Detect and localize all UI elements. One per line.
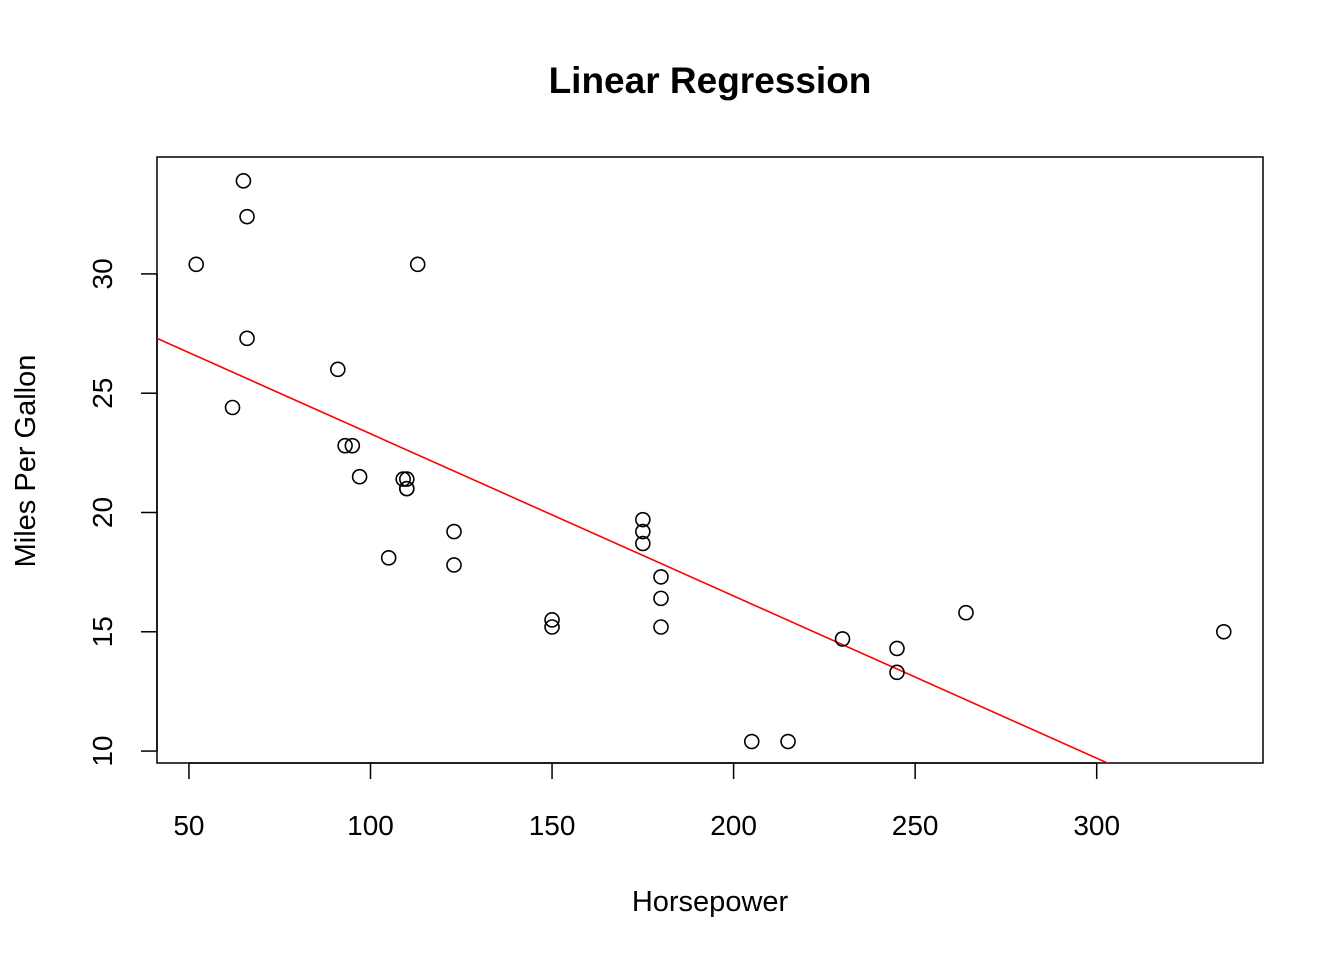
data-point: [409, 256, 426, 273]
data-point: [235, 173, 252, 189]
data-points: [188, 173, 1232, 750]
y-tick-label: 20: [87, 497, 118, 528]
data-point: [188, 256, 205, 273]
x-axis: 50 100 150 200 250 300: [173, 762, 1120, 841]
y-axis-label: Miles Per Gallon: [10, 355, 42, 568]
data-point: [653, 619, 669, 635]
data-point: [889, 664, 905, 681]
x-tick-label: 150: [529, 810, 576, 841]
x-tick-label: 50: [173, 810, 204, 841]
data-point: [337, 437, 353, 454]
chart-title: Linear Regression: [549, 60, 872, 101]
data-point: [635, 535, 651, 552]
data-point: [1215, 623, 1232, 640]
data-point: [635, 523, 651, 540]
data-point: [344, 437, 361, 454]
data-point: [330, 361, 346, 378]
y-tick-label: 30: [87, 258, 118, 289]
y-axis: 10 15 20 25 30: [87, 258, 158, 767]
data-point: [958, 604, 974, 621]
data-point: [653, 569, 669, 585]
x-tick-label: 250: [892, 810, 939, 841]
data-point: [653, 590, 669, 607]
plot-frame: [156, 156, 1264, 764]
data-point: [635, 511, 651, 528]
data-point: [224, 399, 241, 416]
data-point: [239, 208, 255, 225]
data-point: [446, 557, 462, 573]
y-tick-label: 10: [87, 735, 118, 766]
x-axis-label: Horsepower: [632, 886, 789, 918]
data-point: [544, 612, 560, 628]
data-point: [780, 733, 796, 750]
x-tick-label: 100: [347, 810, 394, 841]
data-point: [351, 468, 368, 485]
data-point: [889, 640, 905, 657]
data-point: [239, 330, 255, 347]
y-tick-label: 15: [87, 616, 118, 647]
data-point: [544, 619, 560, 635]
data-point: [446, 523, 462, 540]
data-point: [395, 471, 411, 487]
data-point: [380, 550, 397, 566]
data-point: [399, 480, 415, 497]
x-tick-label: 200: [710, 810, 757, 841]
regression-line: [157, 337, 1110, 763]
data-point: [399, 471, 415, 487]
y-tick-label: 25: [87, 378, 118, 409]
x-tick-label: 300: [1073, 810, 1120, 841]
data-point: [743, 733, 760, 750]
data-point: [834, 631, 851, 647]
